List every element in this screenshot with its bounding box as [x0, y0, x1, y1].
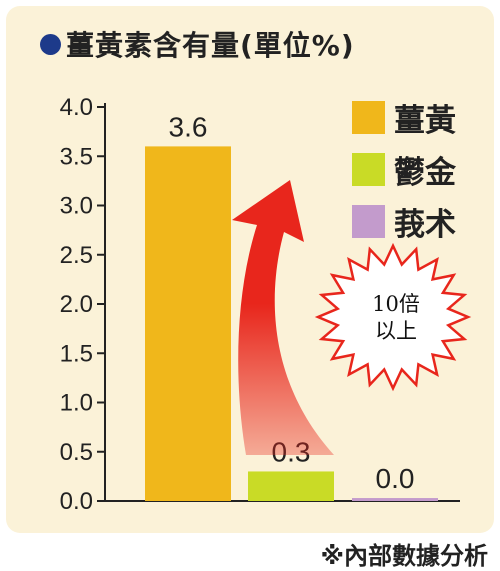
y-tick-label: 2.0	[60, 291, 93, 318]
y-tick-label: 1.5	[60, 340, 93, 367]
bar-ukon	[248, 471, 334, 501]
arrow-layer	[232, 180, 334, 455]
bar-layer: 3.60.30.0	[145, 111, 438, 501]
callout-line1: 10倍	[372, 292, 420, 316]
legend-swatch	[352, 101, 385, 134]
y-tick-label: 4.0	[60, 94, 93, 121]
callout-burst	[314, 242, 472, 392]
y-tick-label: 0.0	[60, 488, 93, 515]
y-tick-label: 2.5	[60, 242, 93, 269]
legend-label: 莪术	[394, 207, 456, 243]
y-tick-label: 3.0	[60, 193, 93, 220]
data-label: 0.0	[376, 463, 415, 494]
axis-layer: 0.0 0.5 1.0 1.5 2.0 2.5 3.0 3.5 4.0	[60, 94, 460, 515]
footnote: ※內部數據分析	[320, 542, 488, 570]
title-bullet-icon	[40, 33, 61, 55]
bar-turmeric	[145, 146, 231, 501]
increase-arrow	[232, 180, 334, 455]
data-label: 3.6	[169, 111, 208, 142]
legend-swatch	[352, 205, 385, 238]
chart-title: 薑黃素含有量(單位%)	[40, 22, 355, 66]
chart-title-text: 薑黃素含有量(單位%)	[66, 29, 355, 62]
bar-zedoary	[352, 498, 438, 501]
legend-swatch	[352, 153, 385, 186]
y-tick-label: 3.5	[60, 143, 93, 170]
legend-label: 薑黃	[394, 103, 456, 139]
callout-line2: 以上	[375, 319, 417, 343]
legend-label: 鬱金	[394, 155, 457, 191]
callout-layer: 10倍 以上	[314, 242, 472, 392]
y-tick-label: 1.0	[60, 390, 93, 417]
y-tick-label: 0.5	[60, 439, 93, 466]
